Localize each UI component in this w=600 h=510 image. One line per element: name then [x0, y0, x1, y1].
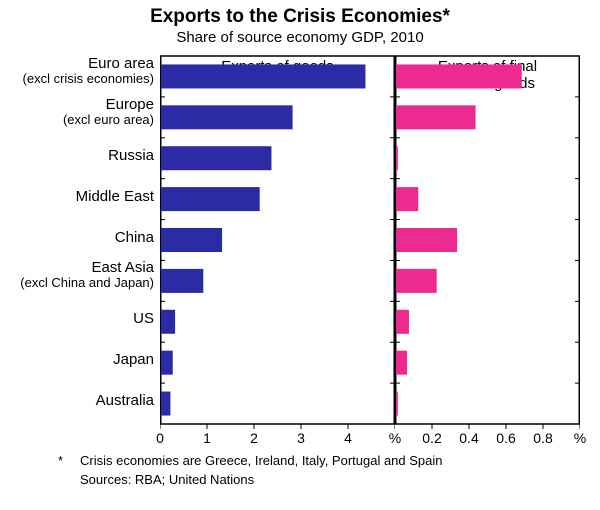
x-tick-label: 2 [242, 430, 266, 446]
x-tick-label: 1 [195, 430, 219, 446]
bar [396, 146, 398, 170]
sources: Sources: RBA; United Nations [80, 472, 580, 489]
bar [161, 146, 271, 170]
left-panel [160, 52, 395, 444]
category-label: Australia [0, 383, 154, 424]
category-label: Russia [0, 138, 154, 179]
bar [161, 310, 175, 334]
category-label: East Asia(excl China and Japan) [0, 260, 154, 301]
bar [396, 64, 522, 88]
right-panel [395, 52, 580, 444]
bar [161, 392, 170, 416]
bar [161, 64, 365, 88]
x-tick-label: 0.2 [416, 430, 448, 446]
x-tick-label: % [383, 430, 407, 446]
x-tick-label: 0 [148, 430, 172, 446]
bar [396, 392, 398, 416]
category-label: US [0, 301, 154, 342]
category-label: Middle East [0, 179, 154, 220]
bar [161, 351, 173, 375]
category-label: Europe(excl euro area) [0, 97, 154, 138]
x-tick-label: 0.4 [453, 430, 485, 446]
footnote-star: * [58, 453, 63, 468]
x-tick-label: 0.6 [490, 430, 522, 446]
bar [396, 269, 437, 293]
bar [396, 310, 409, 334]
bar [161, 228, 222, 252]
x-tick-label: 3 [289, 430, 313, 446]
x-tick-label: % [568, 430, 592, 446]
x-tick-label: 4 [336, 430, 360, 446]
chart-title: Exports to the Crisis Economies* [0, 0, 600, 28]
bar [396, 187, 418, 211]
footnote-text: Crisis economies are Greece, Ireland, It… [80, 453, 580, 470]
bar [161, 105, 293, 129]
chart-subtitle: Share of source economy GDP, 2010 [0, 29, 600, 46]
category-label: Japan [0, 342, 154, 383]
bar [396, 105, 476, 129]
category-label: Euro area(excl crisis economies) [0, 56, 154, 97]
chart-area: Exports of goods Exports of finaldurable… [0, 52, 600, 452]
category-label: China [0, 220, 154, 261]
x-tick-label: 0.8 [527, 430, 559, 446]
bar [161, 187, 260, 211]
bar [161, 269, 203, 293]
bar [396, 351, 407, 375]
bar [396, 228, 457, 252]
